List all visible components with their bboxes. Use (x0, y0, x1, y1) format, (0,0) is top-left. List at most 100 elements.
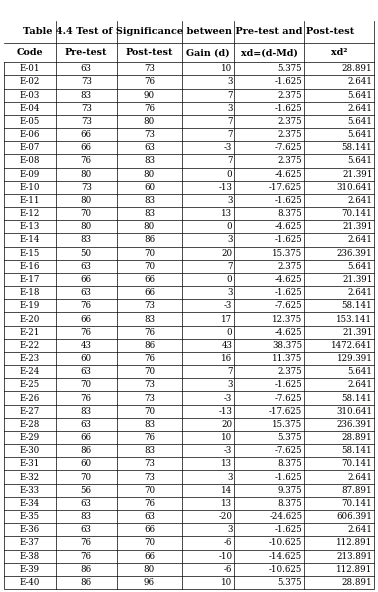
Text: 0: 0 (227, 170, 232, 179)
Text: 66: 66 (144, 552, 155, 561)
Text: 80: 80 (81, 223, 92, 231)
Text: -1.625: -1.625 (274, 472, 302, 481)
Text: -3: -3 (224, 446, 232, 455)
Text: 2.375: 2.375 (278, 367, 302, 376)
Text: 3: 3 (227, 525, 232, 534)
Text: 80: 80 (81, 170, 92, 179)
Text: 5.375: 5.375 (278, 578, 302, 587)
Text: 83: 83 (144, 420, 155, 429)
Text: 13: 13 (221, 209, 232, 218)
Text: E-19: E-19 (20, 301, 40, 310)
Text: 0: 0 (227, 275, 232, 284)
Text: 3: 3 (227, 288, 232, 297)
Text: 153.141: 153.141 (336, 314, 372, 323)
Text: 70: 70 (144, 486, 155, 495)
Text: 76: 76 (81, 301, 92, 310)
Text: 5.641: 5.641 (347, 91, 372, 99)
Text: 70: 70 (144, 367, 155, 376)
Text: 2.375: 2.375 (278, 130, 302, 139)
Text: -4.625: -4.625 (275, 328, 302, 337)
Text: 66: 66 (81, 143, 92, 152)
Text: E-03: E-03 (20, 91, 40, 99)
Text: 21.391: 21.391 (342, 223, 372, 231)
Text: 60: 60 (81, 459, 92, 468)
Text: E-23: E-23 (20, 354, 40, 363)
Text: 73: 73 (144, 301, 155, 310)
Text: -14.625: -14.625 (269, 552, 302, 561)
Text: 83: 83 (144, 209, 155, 218)
Text: 10: 10 (221, 65, 232, 73)
Text: 58.141: 58.141 (342, 446, 372, 455)
Text: -10.625: -10.625 (269, 565, 302, 574)
Text: 129.391: 129.391 (336, 354, 372, 363)
Text: 70.141: 70.141 (342, 459, 372, 468)
Text: 50: 50 (81, 249, 92, 258)
Text: 83: 83 (81, 91, 92, 99)
Text: 310.641: 310.641 (336, 407, 372, 416)
Text: 2.641: 2.641 (347, 196, 372, 205)
Text: 76: 76 (144, 499, 155, 508)
Text: 73: 73 (144, 472, 155, 481)
Text: 0: 0 (227, 223, 232, 231)
Text: 76: 76 (144, 354, 155, 363)
Text: 3: 3 (227, 78, 232, 86)
Text: 58.141: 58.141 (342, 394, 372, 403)
Text: -7.625: -7.625 (275, 143, 302, 152)
Text: 13: 13 (221, 499, 232, 508)
Text: 21.391: 21.391 (342, 170, 372, 179)
Text: 8.375: 8.375 (277, 209, 302, 218)
Text: 58.141: 58.141 (342, 143, 372, 152)
Text: E-11: E-11 (20, 196, 40, 205)
Text: 83: 83 (81, 512, 92, 521)
Text: 73: 73 (81, 104, 91, 112)
Text: 83: 83 (144, 196, 155, 205)
Text: 83: 83 (81, 407, 92, 416)
Text: 28.891: 28.891 (342, 578, 372, 587)
Text: 80: 80 (144, 223, 155, 231)
Text: -7.625: -7.625 (275, 394, 302, 403)
Text: -1.625: -1.625 (274, 78, 302, 86)
Text: 66: 66 (81, 275, 92, 284)
Text: -20: -20 (218, 512, 232, 521)
Text: 606.391: 606.391 (336, 512, 372, 521)
Text: 76: 76 (81, 156, 92, 165)
Text: E-15: E-15 (20, 249, 40, 258)
Text: 63: 63 (81, 525, 91, 534)
Text: 15.375: 15.375 (272, 420, 302, 429)
Text: E-06: E-06 (20, 130, 40, 139)
Text: E-38: E-38 (20, 552, 40, 561)
Text: E-17: E-17 (20, 275, 40, 284)
Text: xd=(d-Md): xd=(d-Md) (241, 48, 297, 57)
Text: E-26: E-26 (20, 394, 40, 403)
Text: 3: 3 (227, 472, 232, 481)
Text: 60: 60 (144, 183, 155, 192)
Text: 2.641: 2.641 (347, 525, 372, 534)
Text: -1.625: -1.625 (274, 196, 302, 205)
Text: 15.375: 15.375 (272, 249, 302, 258)
Text: E-22: E-22 (20, 341, 40, 350)
Text: Post-test: Post-test (126, 48, 173, 57)
Text: 0: 0 (227, 328, 232, 337)
Text: E-30: E-30 (20, 446, 40, 455)
Text: 66: 66 (144, 288, 155, 297)
Text: 73: 73 (144, 130, 155, 139)
Text: 83: 83 (144, 156, 155, 165)
Text: 17: 17 (221, 314, 232, 323)
Text: E-24: E-24 (20, 367, 40, 376)
Bar (4, 21, 374, 43)
Text: 63: 63 (81, 65, 91, 73)
Text: 63: 63 (81, 288, 91, 297)
Text: 43: 43 (222, 341, 232, 350)
Text: 5.375: 5.375 (278, 433, 302, 442)
Text: 66: 66 (144, 275, 155, 284)
Text: 3: 3 (227, 236, 232, 244)
Text: 76: 76 (144, 104, 155, 112)
Text: 63: 63 (81, 262, 91, 271)
Text: 7: 7 (227, 262, 232, 271)
Text: 87.891: 87.891 (342, 486, 372, 495)
Text: -6: -6 (224, 565, 232, 574)
Text: -1.625: -1.625 (274, 525, 302, 534)
Text: 73: 73 (144, 65, 155, 73)
Text: 66: 66 (81, 314, 92, 323)
Text: 5.641: 5.641 (347, 262, 372, 271)
